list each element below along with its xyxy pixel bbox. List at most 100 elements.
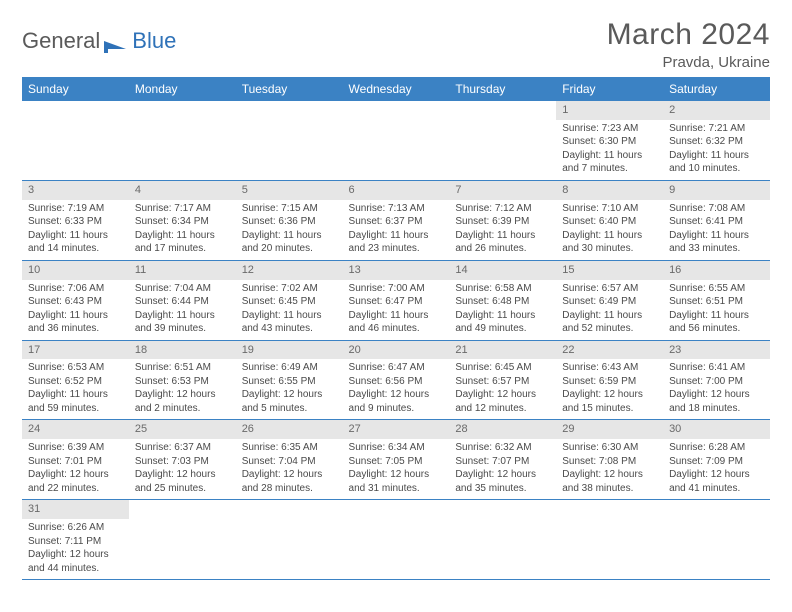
sunrise-line: Sunrise: 6:58 AM: [455, 282, 550, 296]
header: General Blue March 2024 Pravda, Ukraine: [22, 18, 770, 71]
daylight-line: Daylight: 12 hours and 9 minutes.: [349, 388, 444, 415]
day-number-cell: 14: [449, 260, 556, 279]
logo-text-2: Blue: [132, 28, 176, 54]
day-number-cell: [663, 500, 770, 519]
sunrise-line: Sunrise: 6:34 AM: [349, 441, 444, 455]
sunset-line: Sunset: 7:04 PM: [242, 455, 337, 469]
month-title: March 2024: [607, 18, 770, 52]
calendar-body: 12Sunrise: 7:23 AMSunset: 6:30 PMDayligh…: [22, 101, 770, 580]
daylight-line: Daylight: 11 hours and 43 minutes.: [242, 309, 337, 336]
sunrise-line: Sunrise: 7:15 AM: [242, 202, 337, 216]
day-number-cell: 31: [22, 500, 129, 519]
daylight-line: Daylight: 12 hours and 2 minutes.: [135, 388, 230, 415]
day-data-cell: Sunrise: 6:32 AMSunset: 7:07 PMDaylight:…: [449, 439, 556, 500]
day-data-cell: Sunrise: 6:41 AMSunset: 7:00 PMDaylight:…: [663, 359, 770, 420]
daylight-line: Daylight: 11 hours and 10 minutes.: [669, 149, 764, 176]
day-data-cell: [129, 120, 236, 181]
day-data-row: Sunrise: 6:39 AMSunset: 7:01 PMDaylight:…: [22, 439, 770, 500]
day-data-cell: [236, 519, 343, 580]
day-data-row: Sunrise: 6:53 AMSunset: 6:52 PMDaylight:…: [22, 359, 770, 420]
day-number-cell: [449, 101, 556, 120]
day-data-cell: Sunrise: 7:17 AMSunset: 6:34 PMDaylight:…: [129, 200, 236, 261]
sunrise-line: Sunrise: 7:19 AM: [28, 202, 123, 216]
day-data-cell: Sunrise: 6:57 AMSunset: 6:49 PMDaylight:…: [556, 280, 663, 341]
day-number-cell: 24: [22, 420, 129, 439]
daylight-line: Daylight: 12 hours and 41 minutes.: [669, 468, 764, 495]
sunset-line: Sunset: 7:08 PM: [562, 455, 657, 469]
day-number-row: 24252627282930: [22, 420, 770, 439]
logo: General Blue: [22, 28, 176, 54]
sunset-line: Sunset: 6:51 PM: [669, 295, 764, 309]
sunset-line: Sunset: 7:01 PM: [28, 455, 123, 469]
day-number-cell: 18: [129, 340, 236, 359]
daylight-line: Daylight: 11 hours and 7 minutes.: [562, 149, 657, 176]
sunset-line: Sunset: 6:37 PM: [349, 215, 444, 229]
location: Pravda, Ukraine: [607, 54, 770, 71]
sunset-line: Sunset: 7:09 PM: [669, 455, 764, 469]
day-data-cell: [343, 120, 450, 181]
daylight-line: Daylight: 12 hours and 22 minutes.: [28, 468, 123, 495]
daylight-line: Daylight: 12 hours and 15 minutes.: [562, 388, 657, 415]
day-data-cell: Sunrise: 6:47 AMSunset: 6:56 PMDaylight:…: [343, 359, 450, 420]
daylight-line: Daylight: 12 hours and 5 minutes.: [242, 388, 337, 415]
day-number-cell: 23: [663, 340, 770, 359]
day-number-cell: 26: [236, 420, 343, 439]
weekday-header: Wednesday: [343, 77, 450, 101]
day-number-cell: 17: [22, 340, 129, 359]
daylight-line: Daylight: 12 hours and 38 minutes.: [562, 468, 657, 495]
sunset-line: Sunset: 6:39 PM: [455, 215, 550, 229]
day-number-cell: 9: [663, 180, 770, 199]
day-number-cell: [236, 101, 343, 120]
daylight-line: Daylight: 11 hours and 30 minutes.: [562, 229, 657, 256]
sunset-line: Sunset: 6:57 PM: [455, 375, 550, 389]
day-data-cell: Sunrise: 7:00 AMSunset: 6:47 PMDaylight:…: [343, 280, 450, 341]
weekday-header: Friday: [556, 77, 663, 101]
daylight-line: Daylight: 12 hours and 12 minutes.: [455, 388, 550, 415]
day-number-cell: [129, 500, 236, 519]
daylight-line: Daylight: 11 hours and 36 minutes.: [28, 309, 123, 336]
day-number-cell: [129, 101, 236, 120]
sunset-line: Sunset: 6:41 PM: [669, 215, 764, 229]
logo-text-1: General: [22, 28, 100, 54]
day-number-row: 12: [22, 101, 770, 120]
logo-flag-icon: [104, 33, 128, 49]
daylight-line: Daylight: 12 hours and 44 minutes.: [28, 548, 123, 575]
sunrise-line: Sunrise: 6:55 AM: [669, 282, 764, 296]
daylight-line: Daylight: 12 hours and 35 minutes.: [455, 468, 550, 495]
sunrise-line: Sunrise: 6:32 AM: [455, 441, 550, 455]
daylight-line: Daylight: 11 hours and 20 minutes.: [242, 229, 337, 256]
day-data-cell: Sunrise: 6:51 AMSunset: 6:53 PMDaylight:…: [129, 359, 236, 420]
calendar-header: SundayMondayTuesdayWednesdayThursdayFrid…: [22, 77, 770, 101]
sunset-line: Sunset: 6:33 PM: [28, 215, 123, 229]
day-data-cell: Sunrise: 7:19 AMSunset: 6:33 PMDaylight:…: [22, 200, 129, 261]
sunset-line: Sunset: 6:47 PM: [349, 295, 444, 309]
day-data-cell: Sunrise: 6:53 AMSunset: 6:52 PMDaylight:…: [22, 359, 129, 420]
sunset-line: Sunset: 6:30 PM: [562, 135, 657, 149]
sunrise-line: Sunrise: 6:45 AM: [455, 361, 550, 375]
sunset-line: Sunset: 7:00 PM: [669, 375, 764, 389]
sunrise-line: Sunrise: 7:00 AM: [349, 282, 444, 296]
sunrise-line: Sunrise: 6:26 AM: [28, 521, 123, 535]
sunrise-line: Sunrise: 6:47 AM: [349, 361, 444, 375]
sunset-line: Sunset: 6:55 PM: [242, 375, 337, 389]
sunrise-line: Sunrise: 6:57 AM: [562, 282, 657, 296]
day-data-cell: Sunrise: 6:58 AMSunset: 6:48 PMDaylight:…: [449, 280, 556, 341]
day-number-cell: 19: [236, 340, 343, 359]
weekday-header: Saturday: [663, 77, 770, 101]
day-data-cell: Sunrise: 6:39 AMSunset: 7:01 PMDaylight:…: [22, 439, 129, 500]
sunset-line: Sunset: 6:48 PM: [455, 295, 550, 309]
day-number-cell: [22, 101, 129, 120]
day-number-cell: [556, 500, 663, 519]
day-data-cell: Sunrise: 6:55 AMSunset: 6:51 PMDaylight:…: [663, 280, 770, 341]
sunset-line: Sunset: 7:03 PM: [135, 455, 230, 469]
day-data-cell: Sunrise: 6:45 AMSunset: 6:57 PMDaylight:…: [449, 359, 556, 420]
day-data-cell: Sunrise: 7:21 AMSunset: 6:32 PMDaylight:…: [663, 120, 770, 181]
day-data-cell: Sunrise: 6:37 AMSunset: 7:03 PMDaylight:…: [129, 439, 236, 500]
day-number-cell: 28: [449, 420, 556, 439]
day-data-cell: Sunrise: 6:49 AMSunset: 6:55 PMDaylight:…: [236, 359, 343, 420]
day-data-cell: Sunrise: 6:34 AMSunset: 7:05 PMDaylight:…: [343, 439, 450, 500]
day-data-cell: [129, 519, 236, 580]
day-number-cell: 6: [343, 180, 450, 199]
sunrise-line: Sunrise: 7:21 AM: [669, 122, 764, 136]
sunrise-line: Sunrise: 6:51 AM: [135, 361, 230, 375]
